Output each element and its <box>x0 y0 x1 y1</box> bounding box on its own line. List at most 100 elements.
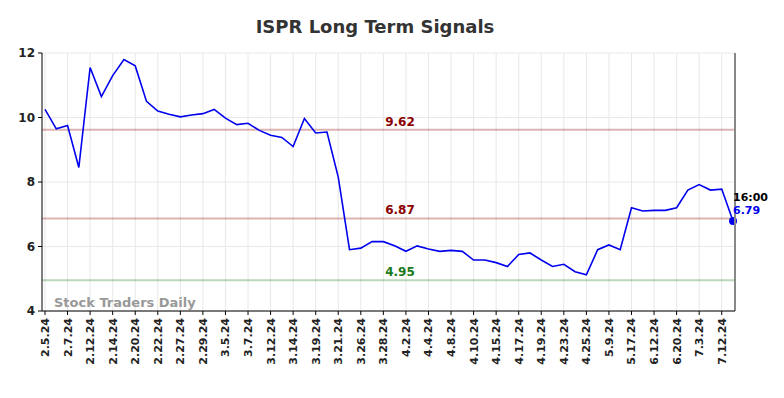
x-tick-label: 3.5.24 <box>219 318 232 357</box>
grid-line <box>293 53 294 311</box>
grid-line <box>202 53 203 311</box>
x-tick <box>338 311 339 315</box>
grid-line <box>225 53 226 311</box>
grid-line <box>112 53 113 311</box>
x-tick <box>157 311 158 315</box>
x-tick-label: 3.19.24 <box>310 318 323 365</box>
x-tick <box>248 311 249 315</box>
x-tick-label: 4.19.24 <box>535 318 548 365</box>
grid-line <box>360 53 361 311</box>
x-tick-label: 3.21.24 <box>332 318 345 365</box>
x-tick-label: 6.20.24 <box>671 318 684 365</box>
x-tick-label: 5.17.24 <box>625 318 638 365</box>
reference-label: 4.95 <box>385 265 415 279</box>
x-tick <box>180 311 181 315</box>
x-tick-label: 4.2.24 <box>400 318 413 357</box>
grid-line <box>518 53 519 311</box>
x-tick <box>699 311 700 315</box>
grid-line <box>157 53 158 311</box>
x-tick-label: 4.10.24 <box>468 318 481 365</box>
y-tick <box>38 53 42 54</box>
x-tick <box>90 311 91 315</box>
y-tick-label: 4 <box>27 304 35 318</box>
x-tick-label: 3.28.24 <box>377 318 390 365</box>
x-tick-label: 3.12.24 <box>265 318 278 365</box>
chart: ISPR Long Term Signals 9.62 6.87 4.95 Stock … <box>0 0 784 398</box>
x-tick-label: 4.23.24 <box>558 318 571 365</box>
y-tick <box>38 311 42 312</box>
x-tick <box>405 311 406 315</box>
x-tick <box>360 311 361 315</box>
plot <box>45 59 737 274</box>
x-tick <box>112 311 113 315</box>
x-tick <box>451 311 452 315</box>
x-tick <box>518 311 519 315</box>
x-tick-label: 2.14.24 <box>107 318 120 365</box>
y-tick <box>38 246 42 247</box>
x-tick-label: 2.22.24 <box>152 318 165 365</box>
x-tick <box>676 311 677 315</box>
grid-line <box>180 53 181 311</box>
y-tick-label: 8 <box>27 175 35 189</box>
reference-line <box>42 217 735 219</box>
grid-line <box>563 53 564 311</box>
watermark: Stock Traders Daily <box>54 295 196 310</box>
x-tick-label: 2.27.24 <box>174 318 187 365</box>
x-tick <box>496 311 497 315</box>
x-tick <box>586 311 587 315</box>
grid-line <box>45 53 46 311</box>
grid-line <box>631 53 632 311</box>
grid-line <box>496 53 497 311</box>
title: ISPR Long Term Signals <box>256 16 495 37</box>
x-tick-label: 2.29.24 <box>197 318 210 365</box>
grid-line <box>270 53 271 311</box>
x-tick <box>293 311 294 315</box>
x-tick-label: 4.17.24 <box>513 318 526 365</box>
x-tick-label: 4.4.24 <box>422 318 435 357</box>
x-tick-label: 7.3.24 <box>693 318 706 357</box>
x-tick-label: 4.15.24 <box>490 318 503 365</box>
x-tick-label: 3.26.24 <box>355 318 368 365</box>
grid-line <box>541 53 542 311</box>
y-tick-label: 10 <box>18 111 35 125</box>
grid-line <box>315 53 316 311</box>
price-line <box>45 59 733 274</box>
x-tick-label: 2.5.24 <box>39 318 52 357</box>
x-tick <box>541 311 542 315</box>
grid-line <box>383 53 384 311</box>
x-tick <box>270 311 271 315</box>
x-tick-label: 2.7.24 <box>62 318 75 357</box>
x-tick-label: 4.8.24 <box>445 318 458 357</box>
y-tick-label: 6 <box>27 240 35 254</box>
grid-line <box>90 53 91 311</box>
grid-line <box>699 53 700 311</box>
grid-line <box>451 53 452 311</box>
reference-label: 9.62 <box>385 115 415 129</box>
x-tick <box>473 311 474 315</box>
y-tick <box>38 182 42 183</box>
grid-line <box>428 53 429 311</box>
x-tick-label: 5.9.24 <box>603 318 616 357</box>
reference-label: 6.87 <box>385 203 415 217</box>
x-tick <box>428 311 429 315</box>
x-tick <box>563 311 564 315</box>
grid-line <box>654 53 655 311</box>
reference-line <box>42 129 735 131</box>
x-tick <box>67 311 68 315</box>
x-tick <box>202 311 203 315</box>
x-tick-label: 2.12.24 <box>84 318 97 365</box>
time-label: 16:00 <box>733 191 768 204</box>
grid-line <box>248 53 249 311</box>
x-tick <box>721 311 722 315</box>
grid-line <box>135 53 136 311</box>
x-tick <box>608 311 609 315</box>
grid-line <box>676 53 677 311</box>
x-tick-label: 2.20.24 <box>129 318 142 365</box>
reference-line <box>42 279 735 281</box>
x-tick-label: 4.25.24 <box>580 318 593 365</box>
x-tick <box>383 311 384 315</box>
y-tick <box>38 117 42 118</box>
x-tick-label: 6.12.24 <box>648 318 661 365</box>
x-tick-label: 3.14.24 <box>287 318 300 365</box>
grid-line <box>608 53 609 311</box>
